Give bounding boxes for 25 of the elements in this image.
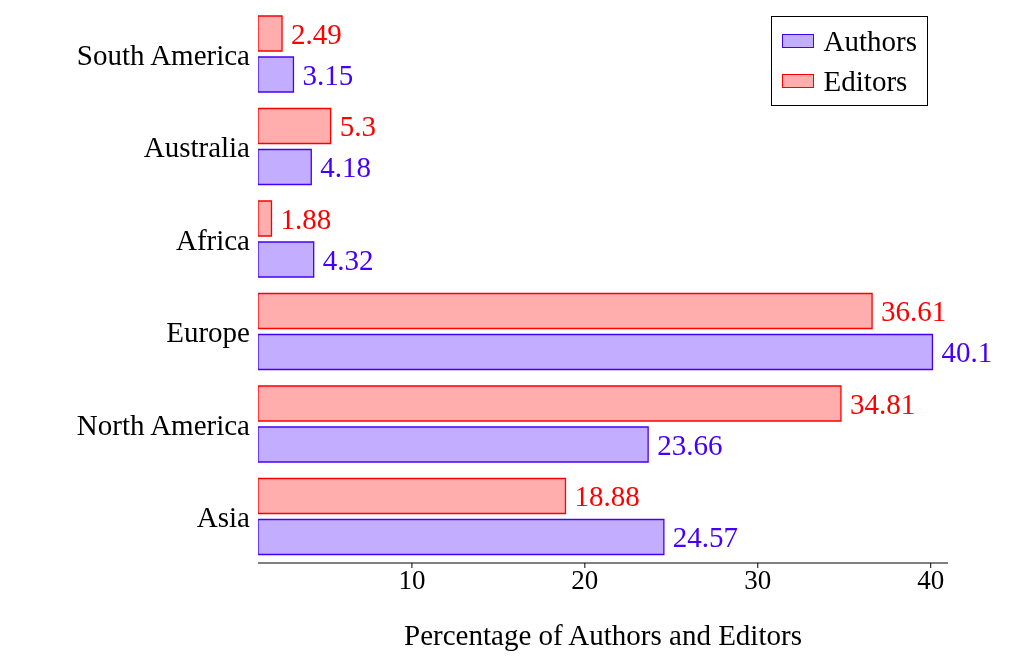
x-tick-label: 30	[744, 565, 772, 596]
y-tick-label: Australia	[143, 131, 251, 164]
data-label: 4.32	[322, 243, 374, 276]
legend-label: Editors	[823, 64, 908, 99]
legend-label: Authors	[823, 24, 917, 59]
data-label: 36.61	[881, 295, 947, 328]
data-label: 4.18	[320, 151, 372, 184]
y-tick-label: North America	[76, 408, 251, 441]
data-label: 23.66	[657, 428, 723, 461]
x-axis-title: Percentage of Authors and Editors	[404, 619, 802, 651]
x-tick-label: 10	[398, 565, 426, 596]
data-label: 40.1	[941, 336, 993, 369]
data-label: 3.15	[302, 58, 354, 91]
x-tick-label: 40	[917, 565, 945, 596]
x-tick-label: 20	[571, 565, 599, 596]
data-label: 2.49	[291, 17, 342, 50]
y-tick-label: Africa	[175, 223, 251, 256]
data-label: 1.88	[280, 202, 332, 235]
y-tick-label: South America	[76, 38, 251, 71]
y-tick-label: Asia	[196, 501, 251, 534]
data-label: 24.57	[672, 521, 739, 554]
data-label: 34.81	[849, 387, 916, 420]
y-tick-label: Europe	[166, 316, 250, 349]
data-label: 5.3	[339, 110, 376, 143]
data-label: 18.88	[574, 480, 640, 513]
